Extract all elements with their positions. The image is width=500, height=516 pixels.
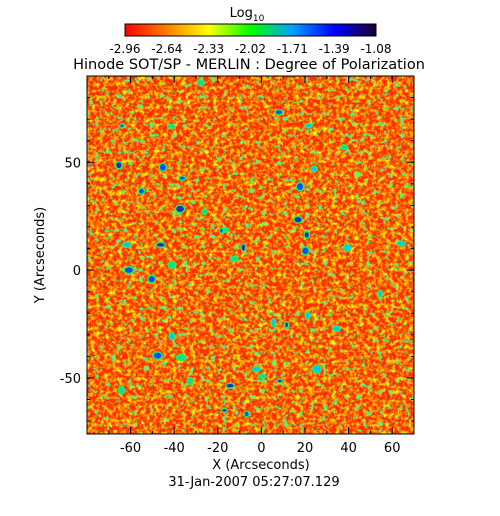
patch-core	[148, 276, 155, 283]
patch-core	[139, 189, 144, 194]
patch-core	[202, 209, 207, 214]
patch-core	[272, 319, 275, 326]
x-tick-label: -20	[207, 441, 228, 456]
patch-core	[244, 411, 249, 417]
patch-core	[116, 162, 122, 169]
x-tick-label: 0	[257, 441, 265, 456]
x-tick-label: 60	[384, 441, 401, 456]
patch-core	[306, 312, 310, 319]
heatmap-blue-patches	[114, 79, 407, 418]
y-tick-label: 50	[64, 156, 81, 171]
patch-core	[226, 383, 234, 388]
x-tick-label: -60	[120, 441, 141, 456]
x-tick-label: -40	[164, 441, 185, 456]
patch-core	[156, 243, 165, 247]
patch-core	[120, 124, 124, 128]
patch-core	[333, 326, 340, 331]
patch-core	[241, 244, 245, 251]
colorbar-tick-label: -1.08	[360, 42, 391, 56]
patch-core	[231, 257, 238, 261]
footer-timestamp: 31-Jan-2007 05:27:07.129	[168, 475, 339, 490]
patch-core	[258, 375, 266, 378]
patch-core	[220, 228, 223, 233]
patch-core	[275, 110, 283, 115]
patch-core	[311, 166, 317, 171]
patch-core	[179, 176, 185, 180]
colorbar-label: Log10	[230, 6, 265, 24]
colorbar-ticks: -2.96 -2.64 -2.33 -2.02 -1.71 -1.39 -1.08	[109, 42, 391, 56]
patch-core	[297, 183, 303, 191]
x-tick-label: 40	[340, 441, 357, 456]
colorbar-bar	[124, 23, 377, 37]
patch-core	[169, 262, 176, 268]
patch-core	[187, 378, 192, 385]
patch-core	[159, 164, 166, 171]
patch-core	[378, 290, 382, 296]
patch-core	[344, 244, 350, 251]
patch-core	[168, 125, 175, 128]
patch-core	[304, 232, 309, 238]
patch-core	[119, 386, 124, 394]
patch-core	[123, 242, 130, 247]
patch-core	[169, 333, 174, 340]
patch-core	[252, 367, 260, 371]
y-axis: -50 0 50	[60, 75, 414, 422]
patch-core	[313, 365, 321, 373]
colorbar-tick-label: -2.33	[193, 42, 224, 56]
heatmap-green-speckle	[87, 76, 414, 434]
colorbar-tick-label: -1.39	[319, 42, 350, 56]
patch-core	[294, 217, 302, 223]
x-axis: -60 -40 -20 0 20 40 60	[108, 76, 415, 456]
y-tick-label: -50	[60, 372, 81, 387]
heatmap-area	[86, 75, 415, 435]
patch-core	[124, 267, 133, 273]
chart-title: Hinode SOT/SP - MERLIN : Degree of Polar…	[73, 57, 425, 73]
patch-core	[305, 124, 312, 128]
patch-core	[341, 145, 348, 149]
patch-core	[277, 379, 282, 382]
x-axis-label: X (Arcseconds)	[212, 458, 309, 473]
patch-core	[177, 355, 186, 360]
patch-core	[221, 409, 227, 412]
plot-frame	[86, 75, 415, 435]
y-tick-label: 0	[73, 264, 81, 279]
y-axis-label: Y (Arcseconds)	[33, 207, 48, 304]
patch-core	[176, 205, 184, 212]
colorbar-tick-label: -1.71	[277, 42, 308, 56]
colorbar-tick-label: -2.02	[235, 42, 266, 56]
patch-core	[302, 247, 309, 255]
colorbar-tick-label: -2.64	[151, 42, 182, 56]
patch-core	[198, 80, 204, 85]
patch-core	[285, 322, 288, 328]
colorbar-tick-label: -2.96	[109, 42, 140, 56]
colorbar: Log10 -2.96 -2.64 -2.33 -2.02 -1.71 -1.39 -1.0…	[109, 6, 391, 56]
x-tick-label: 20	[297, 441, 314, 456]
patch-core	[398, 242, 405, 246]
patch-core	[154, 352, 162, 359]
